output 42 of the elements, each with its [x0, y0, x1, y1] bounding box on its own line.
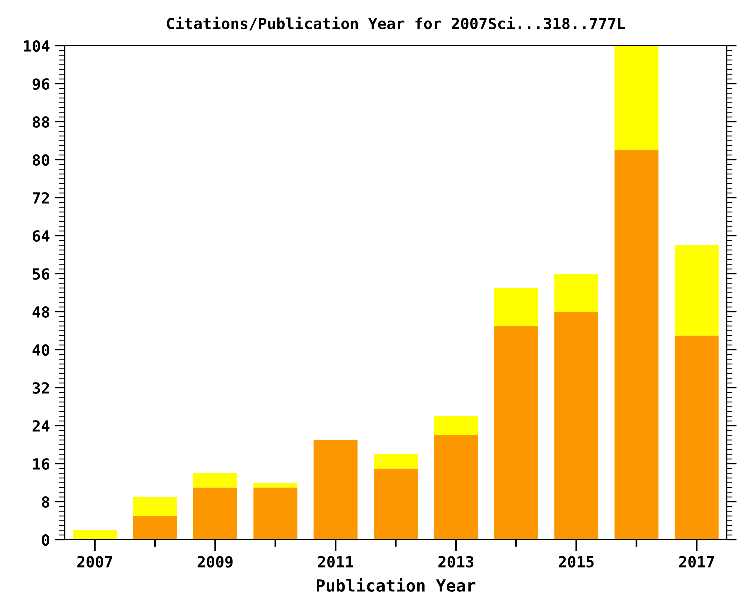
- bar: [254, 483, 298, 488]
- y-tick-label: 16: [33, 458, 50, 470]
- bar: [494, 288, 538, 326]
- bar: [674, 336, 719, 540]
- y-tick-label: 80: [32, 154, 50, 166]
- chart-title: Citations/Publication Year for 2007Sci...318..777L: [167, 16, 626, 31]
- y-tick-label: 40: [32, 344, 50, 356]
- bar: [374, 468, 418, 540]
- y-tick-label: 104: [24, 40, 50, 52]
- bar: [554, 312, 599, 540]
- bar: [374, 454, 418, 469]
- y-tick-label: 48: [32, 306, 50, 318]
- y-tick-label: 32: [32, 382, 50, 394]
- x-tick-label: 2013: [438, 556, 474, 568]
- y-tick-label: 8: [42, 496, 50, 508]
- y-tick-label: 24: [32, 420, 50, 432]
- x-tick-label: 2009: [198, 556, 233, 568]
- bar: [314, 440, 358, 540]
- x-tick-label: 2007: [78, 556, 112, 568]
- bar: [494, 326, 538, 540]
- y-tick-label: 88: [32, 116, 50, 128]
- bar: [554, 274, 599, 312]
- bar: [73, 530, 118, 540]
- bar: [434, 416, 478, 436]
- y-tick-label: 56: [33, 268, 50, 280]
- bar: [674, 246, 719, 336]
- y-tick-label: 64: [33, 230, 50, 242]
- x-tick-label: 2011: [318, 556, 354, 568]
- bar: [614, 150, 659, 540]
- bar: [434, 436, 478, 540]
- y-tick-label: 72: [33, 192, 50, 204]
- bar: [133, 516, 178, 540]
- bar: [193, 474, 238, 488]
- bar: [254, 488, 298, 540]
- bar: [193, 488, 238, 540]
- x-tick-label: 2017: [679, 556, 714, 568]
- x-axis-title: Publication Year: [317, 578, 476, 592]
- bar: [614, 46, 659, 150]
- bar: [133, 497, 178, 516]
- y-tick-label: 0: [42, 534, 50, 546]
- x-tick-label: 2015: [559, 556, 594, 568]
- y-tick-label: 96: [32, 78, 50, 90]
